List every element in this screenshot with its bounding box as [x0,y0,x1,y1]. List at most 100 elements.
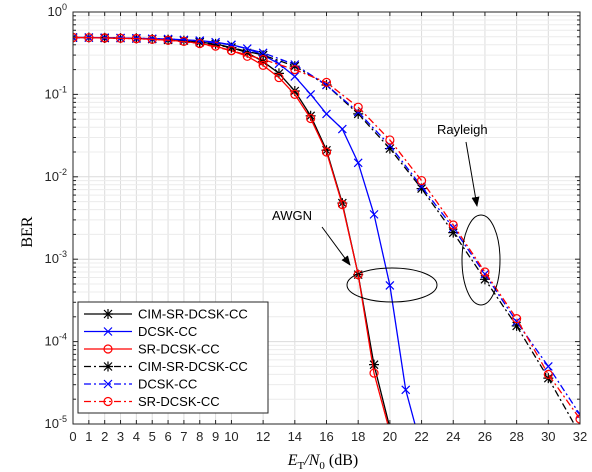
y-axis: 100 10-1 10-2 10-3 10-4 10-5 [45,2,580,431]
data-point-circle [416,175,427,186]
data-point-circle [100,33,110,43]
legend-label: DCSK-CC [138,324,197,339]
data-point-x [322,80,331,90]
data-point-circle [321,147,332,157]
grid [73,12,580,424]
legend-entry: SR-DCSK-CC [84,394,220,409]
y-tick-label: 10-4 [45,332,67,349]
data-point-star [369,359,380,370]
data-point-circle [512,314,522,324]
x-tick-label: 5 [149,429,156,444]
data-point-circle [258,54,268,65]
data-point-x [103,379,113,389]
data-point-x [385,281,395,290]
x-tick-label: 18 [351,429,365,444]
data-point-circle [103,344,113,354]
x-tick-label: 4 [133,429,140,444]
legend-entry: DCSK-CC [84,324,197,339]
legend-label: SR-DCSK-CC [138,342,220,357]
data-point-star [353,108,364,119]
awgn-ellipse [346,267,438,303]
data-point-circle [448,220,458,230]
data-point-star [321,145,332,156]
data-point-circle [103,396,113,407]
data-point-x [369,209,379,219]
data-point-x [543,361,553,371]
awgn-arrow [321,226,351,266]
x-tick-label: 20 [383,429,397,444]
data-point-x [163,34,173,44]
x-tick-label: 16 [319,429,333,444]
data-point-circle [163,35,173,45]
data-point-x [418,445,426,453]
x-tick-label: 12 [256,429,270,444]
data-point-x [322,109,331,119]
x-tick-label: 14 [288,429,302,444]
legend-label: CIM-SR-DCSK-CC [138,307,248,322]
x-tick-label: 6 [164,429,171,444]
y-tick-label: 10-1 [45,84,67,101]
x-tick-label: 3 [117,429,124,444]
x-tick-label: 24 [446,429,460,444]
data-point-star [103,361,113,372]
legend-box [77,301,269,414]
data-point-circle [258,60,268,70]
data-point-x [353,158,363,168]
y-tick-label: 10-2 [45,167,67,184]
data-point-circle [195,38,205,49]
y-axis-label: BER [19,216,36,247]
series-5 [73,32,580,424]
legend-entry: CIM-SR-DCSK-CC [84,359,248,374]
rayleigh-label: Rayleigh [437,122,488,137]
x-tick-label: 0 [69,429,76,444]
data-point-circle [306,113,316,124]
data-point-x [337,124,347,134]
legend-entry: SR-DCSK-CC [84,342,220,357]
x-tick-label: 26 [478,429,492,444]
legend-entry: DCSK-CC [84,377,197,392]
y-tick-label: 100 [48,2,67,19]
data-point-star [194,37,205,48]
data-point-circle [353,270,363,280]
data-point-x [401,385,411,395]
x-axis-label: ET/N0 (dB) [287,452,358,472]
legend: CIM-SR-DCSK-CC DCSK-CC SR-DCSK-CC CIM-SR-DC… [77,301,269,414]
data-point-x [290,60,300,70]
data-point-circle [337,199,347,210]
data-point-star [305,110,316,121]
x-tick-label: 32 [573,429,587,444]
x-tick-label: 30 [541,429,555,444]
data-point-x [448,223,458,233]
data-point-star [416,183,427,194]
rayleigh-ellipse [461,214,501,306]
data-point-x [306,89,316,99]
x-tick-label: 2 [101,429,108,444]
x-tick-label: 7 [180,429,187,444]
annotation-shapes [321,141,501,306]
data-point-star [511,320,522,331]
awgn-label: AWGN [272,208,312,223]
data-point-circle [575,414,580,424]
data-point-circle [543,369,553,379]
x-tick-label: 1 [85,429,92,444]
data-point-circle [385,135,395,145]
data-point-x [575,410,580,420]
data-point-circle [480,267,490,277]
data-point-circle [290,64,300,75]
series-line [73,36,580,420]
x-tick-label: 8 [196,429,203,444]
legend-label: SR-DCSK-CC [138,394,220,409]
data-point-circle [274,72,284,83]
y-tick-label: 10-3 [45,249,67,266]
data-point-x [103,327,113,336]
y-tick-label: 10-5 [45,414,67,431]
data-point-circle [290,89,300,100]
legend-label: DCSK-CC [138,377,197,392]
series-layer [73,32,580,453]
x-tick-label: 9 [212,429,219,444]
x-tick-label: 22 [414,429,428,444]
data-point-star [226,42,237,53]
data-point-circle [131,34,141,44]
rayleigh-arrow [465,141,480,207]
